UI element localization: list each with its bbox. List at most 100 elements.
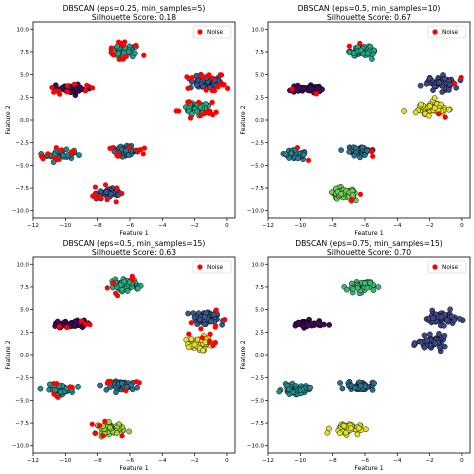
- x-tick-label: 0: [225, 223, 229, 229]
- cluster-point: [60, 152, 67, 159]
- y-tick-label: 10.0: [252, 262, 265, 268]
- noise-point: [225, 85, 231, 91]
- cluster-point: [321, 321, 327, 328]
- noise-point: [45, 151, 51, 157]
- noise-point: [87, 322, 93, 328]
- cluster-point: [436, 79, 443, 86]
- cluster-point: [295, 320, 302, 326]
- noise-point: [64, 89, 70, 95]
- cluster-point: [354, 431, 361, 438]
- x-tick-label: −12: [262, 458, 274, 464]
- y-tick-label: 0.0: [255, 118, 264, 124]
- cluster-point: [423, 80, 430, 87]
- cluster-point: [357, 154, 363, 161]
- cluster-point: [193, 82, 200, 89]
- noise-point: [173, 108, 179, 114]
- noise-point: [141, 145, 147, 151]
- cluster-point: [197, 104, 204, 111]
- noise-point: [133, 42, 139, 49]
- cluster-point: [364, 147, 370, 154]
- cluster-point: [338, 191, 344, 197]
- y-tick-label: −5.0: [250, 398, 264, 404]
- legend: Noise: [192, 25, 232, 39]
- cluster-point: [124, 288, 131, 294]
- y-tick-label: 2.5: [20, 95, 29, 101]
- y-tick-label: 7.5: [255, 50, 264, 56]
- y-tick-label: −10.0: [12, 444, 30, 450]
- x-tick-label: −12: [27, 223, 39, 229]
- noise-point: [458, 74, 464, 81]
- noise-point: [119, 433, 125, 439]
- noise-point: [78, 318, 84, 324]
- cluster-point: [447, 306, 453, 313]
- x-tick-label: −2: [425, 458, 433, 464]
- y-tick-label: −10.0: [247, 444, 265, 450]
- noise-point: [100, 433, 106, 439]
- noise-point: [113, 290, 119, 296]
- cluster-point: [288, 150, 295, 157]
- legend-box: [427, 260, 467, 274]
- x-tick-label: −6: [126, 458, 135, 464]
- cluster-point: [432, 340, 439, 347]
- noise-point: [294, 145, 300, 151]
- cluster-point: [371, 47, 378, 54]
- noise-point: [198, 326, 204, 332]
- legend: Noise: [427, 25, 467, 39]
- noise-point: [349, 197, 355, 203]
- cluster-point: [194, 108, 200, 115]
- cluster-point: [359, 144, 366, 151]
- noise-point: [201, 110, 207, 116]
- cluster-point: [370, 287, 377, 294]
- chart-panel-1: DBSCAN (eps=0.25, min_samples=5)Silhouet…: [5, 4, 236, 237]
- scatter-points: [276, 278, 466, 438]
- cluster-point: [367, 279, 373, 286]
- cluster-point: [276, 388, 283, 395]
- cluster-point: [426, 75, 433, 82]
- noise-point: [92, 184, 98, 190]
- noise-point: [89, 85, 96, 91]
- noise-point: [107, 378, 113, 384]
- cluster-point: [37, 385, 44, 392]
- cluster-point: [430, 315, 436, 322]
- cluster-point: [315, 84, 322, 91]
- cluster-point: [411, 340, 418, 346]
- noise-point: [313, 91, 319, 97]
- x-tick-label: −12: [27, 458, 39, 464]
- noise-point: [129, 273, 135, 279]
- y-tick-label: 2.5: [255, 95, 264, 101]
- noise-point: [357, 40, 363, 46]
- y-tick-label: −5.0: [250, 163, 264, 169]
- cluster-point: [353, 145, 359, 152]
- chart-panel-3: DBSCAN (eps=0.5, min_samples=15)Silhouet…: [5, 239, 236, 472]
- cluster-point: [125, 152, 132, 158]
- noise-point: [369, 148, 375, 154]
- noise-point: [215, 84, 221, 90]
- noise-point: [220, 82, 226, 88]
- y-tick-label: −2.5: [250, 141, 264, 147]
- y-axis-label: Feature 2: [5, 105, 12, 134]
- y-tick-label: −5.0: [15, 398, 29, 404]
- noise-point: [212, 339, 218, 346]
- noise-point: [83, 321, 89, 327]
- cluster-point: [448, 313, 455, 320]
- cluster-point: [362, 280, 368, 286]
- noise-point: [451, 80, 458, 86]
- x-axis-label: Feature 1: [119, 230, 148, 237]
- noise-point: [67, 384, 73, 390]
- y-tick-label: 5.0: [20, 73, 29, 79]
- noise-point: [98, 195, 104, 201]
- cluster-point: [426, 103, 433, 109]
- noise-point: [55, 394, 61, 400]
- cluster-point: [412, 109, 419, 116]
- noise-point: [370, 153, 376, 159]
- cluster-point: [300, 151, 307, 158]
- cluster-point: [185, 310, 191, 317]
- scatter-points: [280, 40, 464, 204]
- chart-subtitle: Silhouette Score: 0.18: [92, 13, 176, 22]
- cluster-point: [441, 322, 447, 329]
- cluster-point: [295, 85, 302, 91]
- noise-point: [188, 320, 194, 326]
- noise-point: [123, 388, 129, 394]
- noise-point: [104, 197, 110, 203]
- chart-panel-4: DBSCAN (eps=0.75, min_samples=15)Silhoue…: [240, 239, 471, 472]
